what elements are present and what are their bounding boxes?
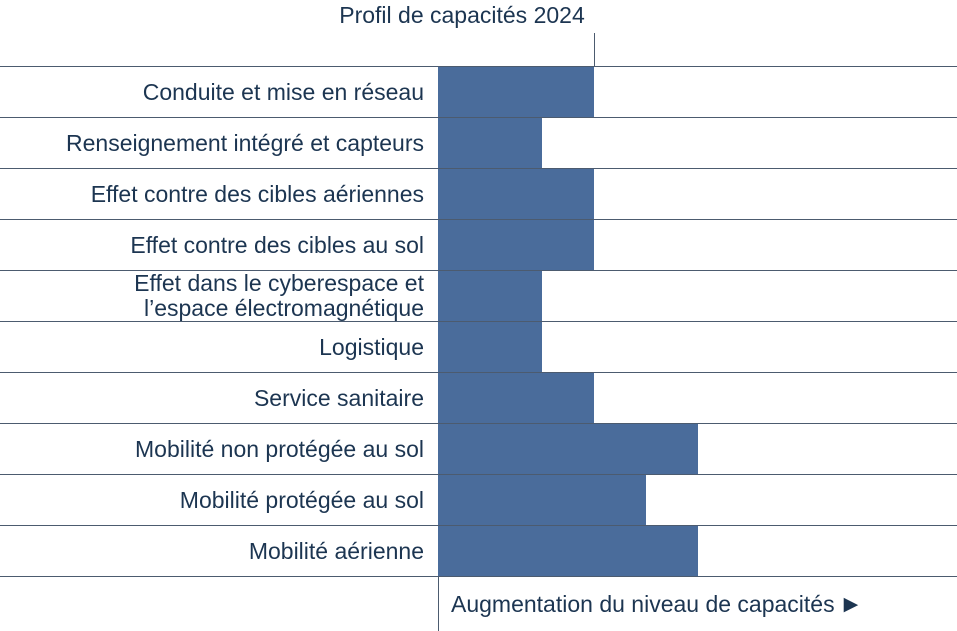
chart-row: Effet contre des cibles au sol (0, 220, 957, 271)
chart-row: Mobilité aérienne (0, 526, 957, 577)
reference-tick-line (594, 33, 595, 66)
value-bar (438, 67, 594, 117)
chart-row: Conduite et mise en réseau (0, 67, 957, 118)
chart-row: Effet contre des cibles aériennes (0, 169, 957, 220)
category-label: Mobilité protégée au sol (179, 486, 424, 513)
category-label: Effet contre des cibles aériennes (90, 180, 424, 207)
value-bar (438, 526, 698, 576)
chart-grid: Conduite et mise en réseau Renseignement … (0, 66, 957, 577)
chart-row: Service sanitaire (0, 373, 957, 424)
value-bar (438, 475, 646, 525)
chart-row: Mobilité non protégée au sol (0, 424, 957, 475)
category-label: Mobilité aérienne (248, 537, 424, 564)
value-bar (438, 424, 698, 474)
chart-row: Logistique (0, 322, 957, 373)
value-bar (438, 322, 542, 372)
category-label: Logistique (319, 333, 424, 360)
chart-row: Mobilité protégée au sol (0, 475, 957, 526)
value-bar (438, 118, 542, 168)
category-label: Service sanitaire (253, 384, 424, 411)
value-bar (438, 373, 594, 423)
category-label: Renseignement intégré et capteurs (66, 129, 424, 156)
x-axis-label: Augmentation du niveau de capacités (451, 590, 835, 617)
chart-title: Profil de capacités 2024 (339, 2, 585, 28)
value-bar (438, 271, 542, 321)
value-bar (438, 220, 594, 270)
category-label: Effet contre des cibles au sol (130, 231, 424, 258)
category-label: Mobilité non protégée au sol (135, 435, 424, 462)
arrow-right-icon: ▶ (843, 593, 859, 615)
chart-row: Effet dans le cyberespace et l’espace él… (0, 271, 957, 322)
category-label: Effet dans le cyberespace et l’espace él… (134, 270, 424, 321)
category-label: Conduite et mise en réseau (142, 78, 424, 105)
value-bar (438, 169, 594, 219)
chart-row: Renseignement intégré et capteurs (0, 118, 957, 169)
x-axis: Augmentation du niveau de capacités ▶ (438, 577, 858, 631)
